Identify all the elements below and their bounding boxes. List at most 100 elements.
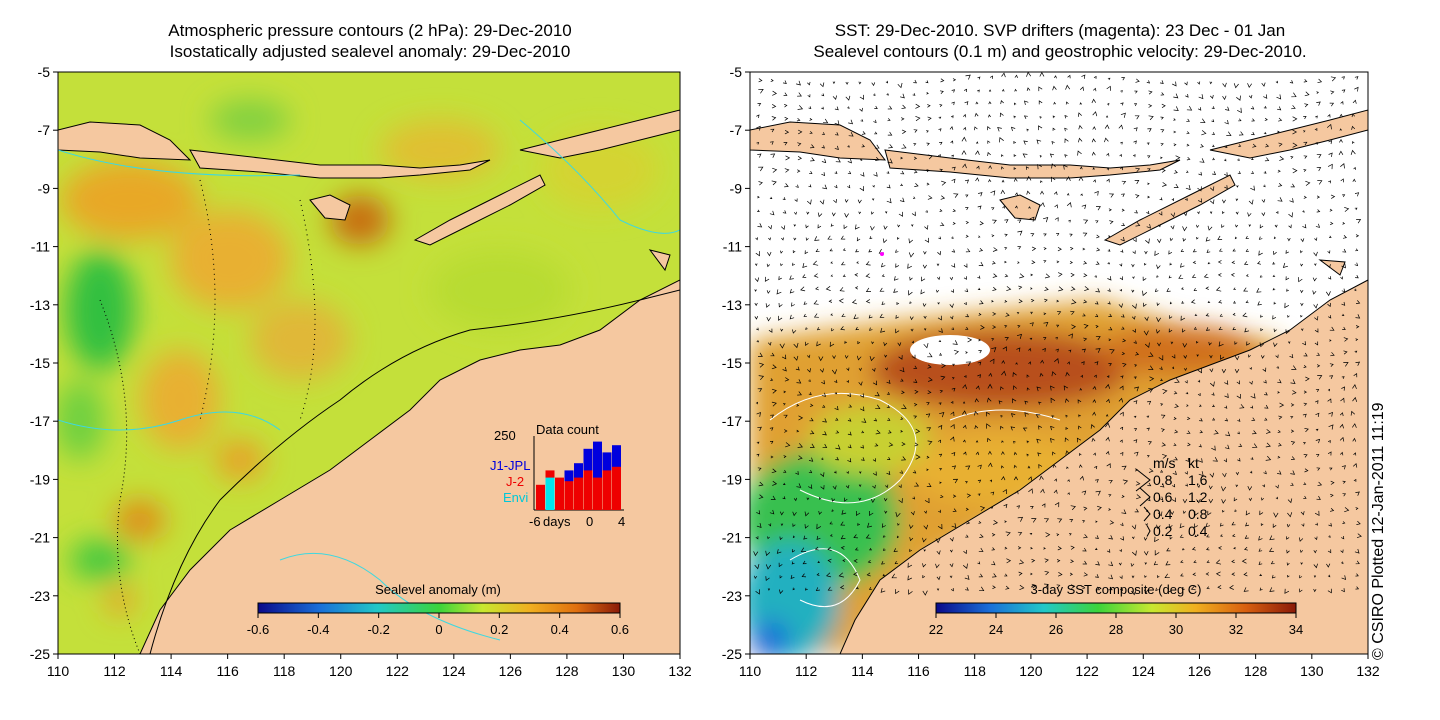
right-lat-tick-label: -19 — [722, 471, 742, 487]
right-title-line1: SST: 29-Dec-2010. SVP drifters (magenta)… — [834, 21, 1286, 40]
sst-colorbar-title: 3-day SST composite (deg C) — [1031, 582, 1202, 597]
data-count-ymax: 250 — [494, 428, 516, 443]
right-lat-tick-label: -21 — [722, 530, 742, 546]
data-count-inset: Data count 250 J1-JPL J-2 Envi -6 days 0… — [490, 422, 625, 529]
left-lat-tick-label: -19 — [30, 471, 50, 487]
sla-colorbar-tick-label: -0.4 — [307, 622, 329, 637]
velocity-legend-arrow — [1135, 468, 1151, 492]
data-count-bar-j2 — [555, 477, 564, 510]
right-lat-tick-label: -5 — [730, 64, 743, 80]
right-lon-tick-label: 122 — [1075, 663, 1099, 679]
left-lon-tick-label: 112 — [103, 663, 126, 679]
right-lat-tick-label: -13 — [722, 297, 742, 313]
left-lat-tick-label: -21 — [30, 530, 50, 546]
left-lat-tick-label: -13 — [30, 297, 50, 313]
right-lon-tick-label: 110 — [739, 663, 762, 679]
velocity-legend-kt: 0.8 — [1188, 506, 1208, 522]
right-map-field — [750, 72, 1368, 654]
data-count-title: Data count — [536, 422, 599, 437]
left-panel-title: Atmospheric pressure contours (2 hPa): 2… — [75, 20, 665, 62]
sst-colorbar-tick-label: 32 — [1229, 622, 1243, 637]
velocity-legend-kt-header: kt — [1188, 455, 1199, 471]
right-lon-tick-label: 112 — [795, 663, 818, 679]
right-lat-tick-label: -15 — [722, 355, 742, 371]
left-lat-tick-label: -15 — [30, 355, 50, 371]
right-lon-tick-label: 124 — [1132, 663, 1156, 679]
velocity-legend-arrow — [1139, 487, 1151, 507]
right-lat-tick-label: -11 — [723, 239, 742, 255]
data-count-xlabel-days: days — [543, 514, 571, 529]
left-lat-tick-label: -9 — [38, 180, 51, 196]
velocity-legend-arrow — [1146, 525, 1151, 537]
velocity-legend-ms: 0.4 — [1153, 506, 1173, 522]
left-lon-tick-label: 118 — [273, 663, 296, 679]
csiro-credit: © CSIRO Plotted 12-Jan-2011 11:19 — [1370, 402, 1387, 660]
data-count-bar-j2 — [536, 484, 545, 510]
left-lon-tick-label: 110 — [47, 663, 70, 679]
sla-colorbar: Sealevel anomaly (m) -0.6 -0.4 -0.2 0 0.2 0.4… — [247, 582, 629, 637]
right-title-line2: Sealevel contours (0.1 m) and geostrophi… — [813, 42, 1307, 61]
sst-colorbar: 3-day SST composite (deg C) 22 24 26 28 30 32… — [929, 582, 1303, 637]
left-lon-tick-label: 122 — [386, 663, 410, 679]
data-count-bar-j1 — [593, 441, 602, 510]
left-lat-tick-label: -7 — [38, 122, 51, 138]
right-lon-tick-label: 120 — [1019, 663, 1043, 679]
data-count-bar-envi — [545, 477, 555, 510]
velocity-legend-kt: 1.2 — [1188, 489, 1208, 505]
sla-colorbar-tick-label: -0.6 — [247, 622, 269, 637]
left-lat-tick-label: -25 — [30, 646, 50, 662]
data-count-bar-j2 — [564, 481, 574, 510]
sla-colorbar-tick-label: 0.4 — [551, 622, 569, 637]
data-count-bar-j2 — [612, 466, 621, 510]
data-count-xlabel-end: 4 — [618, 514, 625, 529]
left-lat-tick-label: -11 — [31, 239, 50, 255]
velocity-legend-ms-header: m/s — [1153, 455, 1176, 471]
left-title-line1: Atmospheric pressure contours (2 hPa): 2… — [168, 21, 572, 40]
sla-colorbar-title: Sealevel anomaly (m) — [375, 582, 501, 597]
sla-colorbar-tick-label: 0.6 — [611, 622, 629, 637]
velocity-legend: m/s kt 0.8 1.60.6 1.20.4 0.80.2 0.4 — [1135, 455, 1208, 539]
right-panel-title: SST: 29-Dec-2010. SVP drifters (magenta)… — [740, 20, 1380, 62]
right-lon-tick-label: 126 — [1188, 663, 1212, 679]
velocity-legend-ms: 0.2 — [1153, 523, 1173, 539]
velocity-legend-kt: 1.6 — [1188, 472, 1208, 488]
right-lat-tick-label: -25 — [722, 646, 742, 662]
velocity-vectors — [753, 72, 1362, 596]
legend-j1-jpl: J1-JPL — [490, 458, 530, 473]
right-lon-tick-label: 128 — [1244, 663, 1268, 679]
right-lon-tick-label: 118 — [964, 663, 987, 679]
data-count-xlabel-start: -6 — [529, 514, 541, 529]
legend-envi: Envi — [503, 490, 528, 505]
right-lon-tick-label: 114 — [851, 663, 874, 679]
left-map-field — [58, 72, 680, 654]
sla-colorbar-tick-label: 0.2 — [490, 622, 508, 637]
right-lon-tick-label: 116 — [907, 663, 930, 679]
data-count-bar-j2 — [602, 470, 612, 510]
left-lat-tick-label: -17 — [30, 413, 50, 429]
left-title-line2: Isostatically adjusted sealevel anomaly:… — [169, 42, 571, 61]
right-lat-tick-label: -23 — [722, 588, 742, 604]
left-lat-tick-label: -23 — [30, 588, 50, 604]
velocity-legend-ms: 0.8 — [1153, 472, 1173, 488]
velocity-legend-ms: 0.6 — [1153, 489, 1173, 505]
right-lon-tick-label: 130 — [1300, 663, 1324, 679]
left-lon-tick-label: 116 — [216, 663, 239, 679]
left-lat-tick-label: -5 — [38, 64, 51, 80]
sst-colorbar-tick-label: 34 — [1289, 622, 1303, 637]
legend-j2: J-2 — [506, 474, 524, 489]
left-lon-tick-label: 124 — [442, 663, 466, 679]
data-count-xlabel-zero: 0 — [586, 514, 593, 529]
left-lon-tick-label: 120 — [329, 663, 353, 679]
right-lon-tick-label: 132 — [1356, 663, 1380, 679]
sla-colorbar-tick-label: 0 — [435, 622, 442, 637]
left-lon-tick-label: 132 — [668, 663, 692, 679]
velocity-legend-kt: 0.4 — [1188, 523, 1208, 539]
svp-drifter-track — [880, 252, 884, 256]
left-lon-tick-label: 130 — [612, 663, 636, 679]
sla-colorbar-tick-label: -0.2 — [367, 622, 389, 637]
data-count-bar-j2 — [583, 470, 593, 510]
velocity-legend-arrow — [1143, 506, 1151, 522]
sst-colorbar-tick-label: 22 — [929, 622, 943, 637]
